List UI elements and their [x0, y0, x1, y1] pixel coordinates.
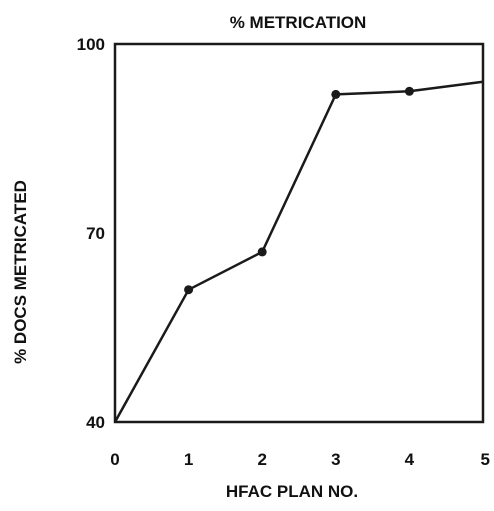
x-tick-label: 4 — [405, 450, 415, 469]
y-tick-label: 40 — [86, 413, 105, 432]
data-point — [257, 247, 267, 257]
x-tick-label: 1 — [184, 450, 193, 469]
x-tick-label: 2 — [257, 450, 266, 469]
x-tick-label: 5 — [481, 450, 490, 469]
chart-title: % METRICATION — [230, 13, 367, 32]
y-axis-label: % DOCS METRICATED — [11, 180, 30, 364]
data-point — [404, 86, 414, 96]
y-tick-labels: 40 70 100 — [77, 35, 105, 432]
x-tick-labels: 0 1 2 3 4 5 — [110, 450, 490, 469]
y-tick-label: 100 — [77, 35, 105, 54]
data-point — [331, 89, 341, 99]
data-point — [184, 285, 194, 295]
data-markers — [184, 86, 414, 295]
x-axis-label: HFAC PLAN NO. — [226, 482, 358, 501]
x-tick-label: 3 — [331, 450, 340, 469]
series-line — [113, 80, 484, 423]
x-tick-label: 0 — [110, 450, 119, 469]
y-tick-label: 70 — [86, 224, 105, 243]
plot-frame — [113, 42, 485, 424]
